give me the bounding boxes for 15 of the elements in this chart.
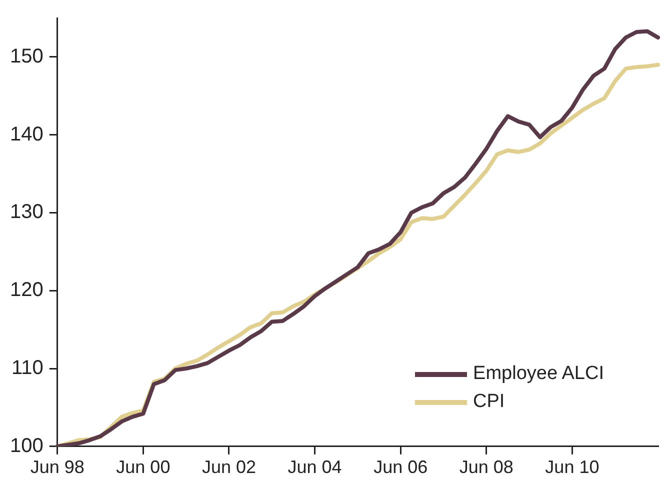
x-tick-label: Jun 06: [374, 457, 428, 478]
x-tick-label: Jun 08: [459, 457, 514, 478]
x-tick-label: Jun 98: [30, 457, 84, 478]
y-tick-label: 130: [10, 201, 44, 224]
legend-label: CPI: [473, 391, 505, 413]
y-tick-label: 100: [10, 434, 44, 457]
y-tick-label: 140: [10, 123, 44, 146]
legend-label: Employee ALCI: [473, 363, 604, 385]
x-tick-label: Jun 04: [288, 457, 342, 478]
x-tick-label: Jun 02: [202, 457, 256, 478]
y-tick-label: 120: [10, 279, 44, 302]
x-tick-label: Jun 10: [545, 457, 600, 478]
x-tick-label: Jun 00: [116, 457, 170, 478]
y-tick-label: 150: [10, 45, 44, 68]
y-tick-label: 110: [11, 357, 44, 380]
